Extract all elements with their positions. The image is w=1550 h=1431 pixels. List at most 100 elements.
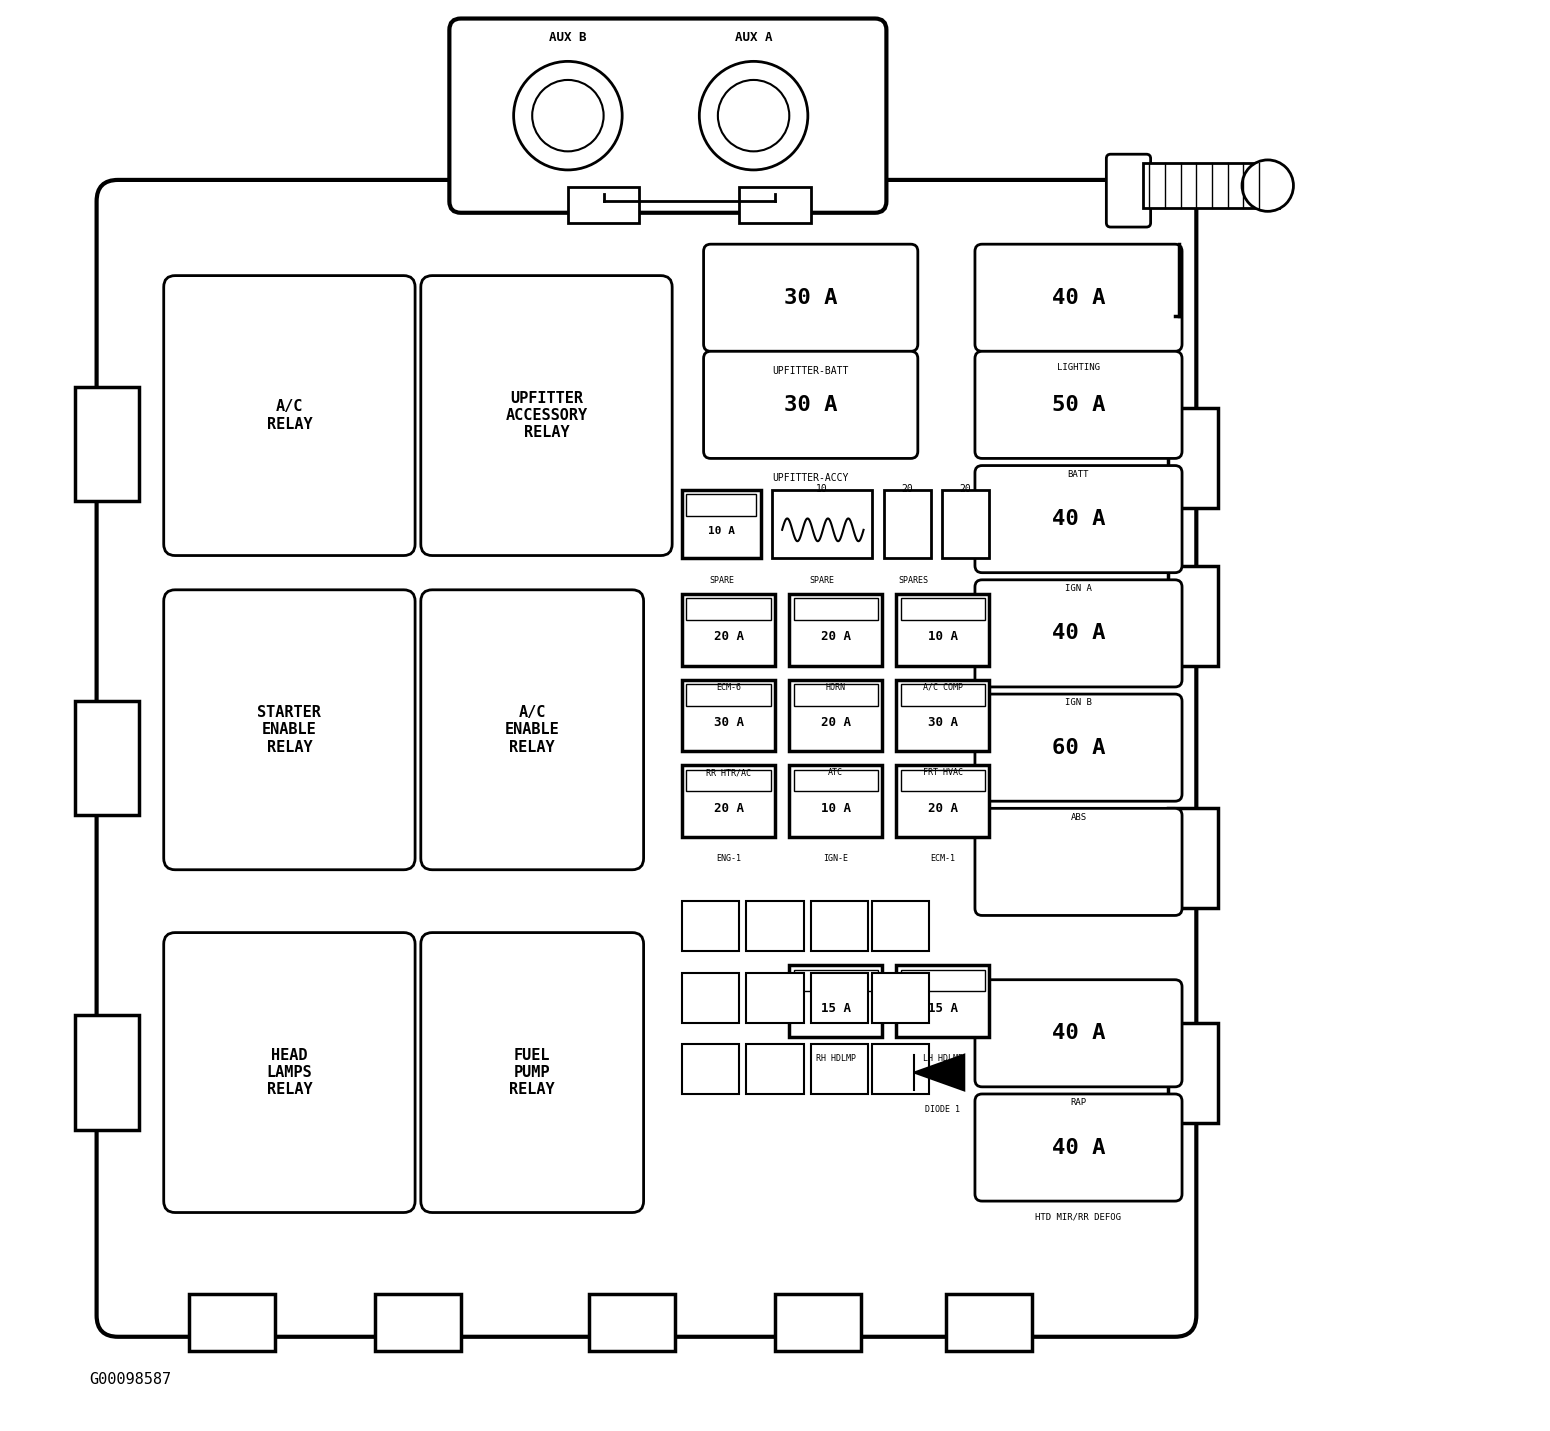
Bar	[1167, 809, 1218, 909]
Bar	[811, 902, 868, 952]
Bar	[682, 902, 739, 952]
FancyBboxPatch shape	[704, 245, 918, 351]
Text: 10 A: 10 A	[928, 631, 958, 644]
Text: ENG-1: ENG-1	[716, 854, 741, 863]
Bar	[873, 973, 930, 1023]
Text: 30 A: 30 A	[928, 716, 958, 730]
Bar	[896, 680, 989, 751]
Bar	[682, 680, 775, 751]
FancyBboxPatch shape	[975, 245, 1183, 351]
Bar	[189, 1294, 274, 1351]
Text: 40 A: 40 A	[1052, 1023, 1105, 1043]
Bar	[747, 973, 803, 1023]
Text: UPFITTER-ACCY: UPFITTER-ACCY	[772, 472, 849, 482]
Circle shape	[718, 80, 789, 152]
FancyBboxPatch shape	[975, 809, 1183, 916]
FancyBboxPatch shape	[420, 590, 643, 870]
Bar	[74, 701, 140, 816]
Bar	[789, 966, 882, 1037]
Bar	[589, 1294, 674, 1351]
Text: A/C COMP: A/C COMP	[922, 683, 963, 691]
Text: A/C
ENABLE
RELAY: A/C ENABLE RELAY	[505, 705, 560, 754]
Text: RAP: RAP	[1071, 1098, 1087, 1108]
Text: 15 A: 15 A	[820, 1002, 851, 1015]
Text: G00098587: G00098587	[90, 1372, 172, 1387]
Text: AUX B: AUX B	[549, 30, 586, 43]
Text: 20: 20	[959, 484, 972, 494]
Bar	[772, 489, 873, 558]
Text: 60 A: 60 A	[1052, 737, 1105, 757]
Bar	[794, 970, 877, 992]
Bar	[789, 766, 882, 837]
Bar	[794, 684, 877, 705]
Text: STARTER
ENABLE
RELAY: STARTER ENABLE RELAY	[257, 705, 321, 754]
Bar	[896, 966, 989, 1037]
Text: 10: 10	[817, 484, 828, 494]
Text: 50 A: 50 A	[1052, 395, 1105, 415]
Bar	[901, 684, 984, 705]
Text: ECM-6: ECM-6	[716, 683, 741, 691]
Text: DIODE 1: DIODE 1	[925, 1105, 961, 1115]
Text: LIGHTING: LIGHTING	[1057, 362, 1100, 372]
Bar	[901, 770, 984, 791]
Bar	[947, 1294, 1032, 1351]
FancyBboxPatch shape	[1107, 155, 1150, 228]
Text: RR HTR/AC: RR HTR/AC	[707, 768, 752, 777]
Text: ECM-1: ECM-1	[930, 854, 955, 863]
Bar	[682, 766, 775, 837]
Bar	[375, 1294, 460, 1351]
FancyBboxPatch shape	[975, 1093, 1183, 1201]
FancyBboxPatch shape	[164, 933, 415, 1212]
Bar	[896, 766, 989, 837]
Text: 20 A: 20 A	[820, 631, 851, 644]
Circle shape	[699, 62, 808, 170]
Text: IGN-E: IGN-E	[823, 854, 848, 863]
Circle shape	[1242, 160, 1293, 212]
Text: LH HDLMP: LH HDLMP	[922, 1055, 963, 1063]
Bar	[811, 1045, 868, 1093]
Bar	[942, 489, 989, 558]
Text: 40 A: 40 A	[1052, 624, 1105, 644]
Text: HTD MIR/RR DEFOG: HTD MIR/RR DEFOG	[1035, 1212, 1122, 1222]
Bar	[682, 489, 761, 558]
Text: UPFITTER
ACCESSORY
RELAY: UPFITTER ACCESSORY RELAY	[505, 391, 587, 441]
Text: SPARES: SPARES	[899, 575, 928, 584]
Text: 10 A: 10 A	[708, 527, 735, 537]
Text: 15 A: 15 A	[928, 1002, 958, 1015]
Text: 20 A: 20 A	[713, 801, 744, 814]
Bar	[1144, 163, 1279, 209]
FancyBboxPatch shape	[420, 933, 643, 1212]
Text: ATC: ATC	[828, 768, 843, 777]
Bar	[811, 973, 868, 1023]
Bar	[567, 187, 639, 223]
Bar	[747, 1045, 803, 1093]
Text: SPARE: SPARE	[708, 575, 735, 584]
Bar	[687, 770, 770, 791]
Text: ABS: ABS	[1071, 813, 1087, 821]
Text: UPFITTER-BATT: UPFITTER-BATT	[772, 365, 849, 375]
Bar	[794, 770, 877, 791]
Text: 20 A: 20 A	[820, 716, 851, 730]
FancyBboxPatch shape	[704, 351, 918, 458]
Circle shape	[532, 80, 603, 152]
Bar	[74, 386, 140, 501]
FancyBboxPatch shape	[975, 351, 1183, 458]
Text: 40 A: 40 A	[1052, 1138, 1105, 1158]
FancyBboxPatch shape	[975, 465, 1183, 572]
Circle shape	[513, 62, 622, 170]
Text: AUX A: AUX A	[735, 30, 772, 43]
Bar	[873, 1045, 930, 1093]
Text: 30 A: 30 A	[713, 716, 744, 730]
Bar	[1167, 1023, 1218, 1122]
Text: FUEL
PUMP
RELAY: FUEL PUMP RELAY	[510, 1047, 555, 1098]
Bar	[901, 598, 984, 620]
Bar	[896, 594, 989, 665]
Bar	[775, 1294, 860, 1351]
Text: 40 A: 40 A	[1052, 288, 1105, 308]
Text: HORN: HORN	[826, 683, 846, 691]
Bar	[789, 680, 882, 751]
Bar	[74, 1016, 140, 1129]
FancyBboxPatch shape	[96, 180, 1197, 1337]
Text: 20: 20	[901, 484, 913, 494]
FancyBboxPatch shape	[975, 980, 1183, 1086]
